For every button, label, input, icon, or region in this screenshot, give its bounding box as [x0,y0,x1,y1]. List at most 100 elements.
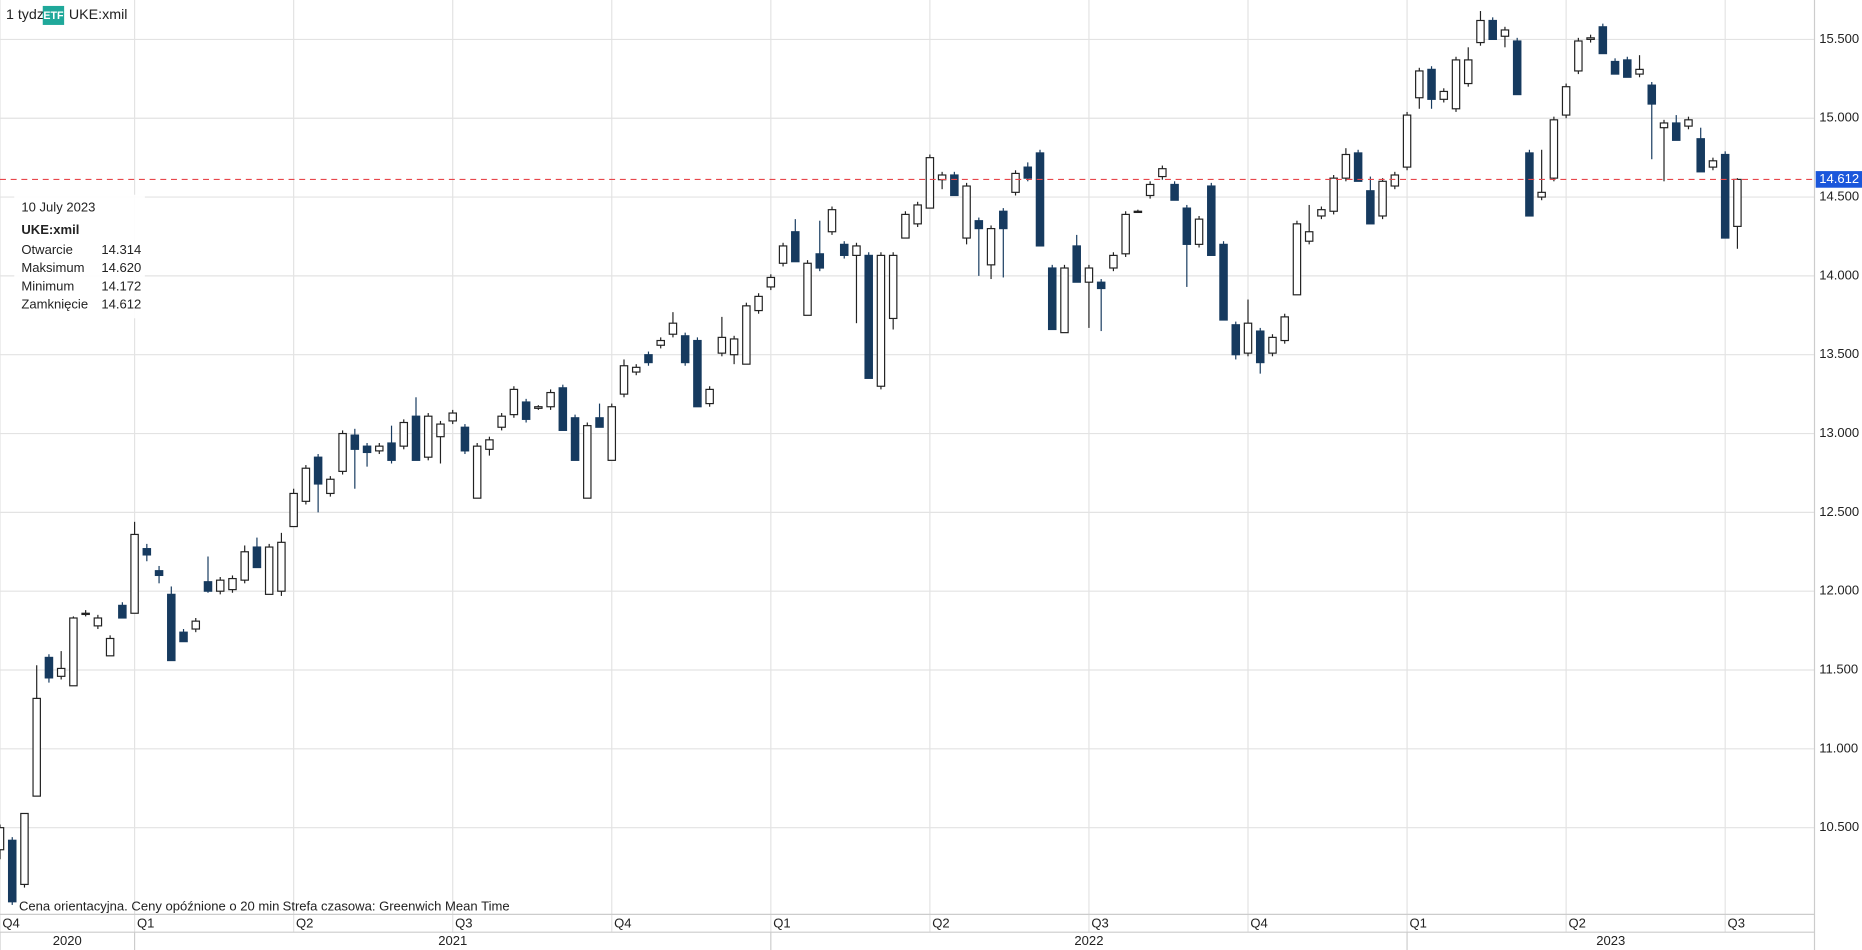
candle-body [1671,122,1681,141]
candle-body [7,839,17,903]
candle-body [962,185,971,239]
candle-body [1341,153,1351,179]
candle-body [326,478,335,495]
candle-body [1586,37,1595,41]
candle-body [387,442,396,461]
x-tick-label: Q2 [296,915,313,930]
tooltip-value: 14.620 [101,260,141,275]
candle-body [460,426,470,452]
candle-body [1268,336,1277,354]
header: 1 tydz ETF UKE:xmil [6,5,127,25]
year-label: 2023 [1596,933,1625,948]
x-tick-label: Q1 [137,915,154,930]
candle-body [656,339,665,346]
y-tick-label: 13.500 [1819,346,1859,361]
tooltip-value: 14.612 [101,297,141,312]
candle-body [558,387,568,431]
candle-body [986,228,996,266]
candle-body [1476,19,1485,44]
candle-body [1647,84,1657,105]
candle-body [1733,178,1742,227]
candle-body [1439,90,1449,100]
tooltip-label: Maksimum [21,260,84,275]
candle-body [215,579,225,592]
candle-body [803,262,812,316]
candle-body [1121,213,1130,255]
candle-body [1659,122,1669,129]
x-tick-label: Q2 [932,915,949,930]
footer-note: Cena orientacyjna. Ceny opóźnione o 20 m… [19,899,279,914]
candle-body [375,445,384,452]
candle-body [925,157,935,209]
candle-body [778,245,788,264]
tooltip-label: Minimum [21,278,74,293]
candle-body [974,220,984,230]
candle-body [448,412,457,422]
candle-body [20,812,29,886]
candle-body [1390,174,1400,187]
candle-body [1158,168,1167,178]
candle-body [754,295,763,312]
candle-body [1011,172,1020,193]
candle-body [167,593,176,662]
candle-body [264,546,274,595]
candle-body [130,533,139,614]
candle-body [1194,218,1204,245]
candle-body [1170,183,1179,201]
candle-body [570,417,580,461]
candle-body [399,421,409,447]
last-price-bg [1815,171,1862,188]
candle-body [362,445,372,454]
candle-body [1243,322,1253,354]
candle-body [1292,223,1302,296]
candle-body [1427,68,1436,100]
candle-body [411,415,421,461]
candle-body [1696,138,1705,173]
candle-body [313,456,323,485]
x-tick-label: Q4 [1250,915,1267,930]
candle-body [1084,267,1094,283]
candle-body [252,546,262,569]
candle-body [1684,119,1693,127]
candle-body [693,339,702,408]
year-label: 2020 [53,933,82,948]
candle-body [1072,245,1081,283]
candle-body [668,322,678,335]
candle-body [1023,166,1033,179]
candle-body [228,577,237,591]
candle-body [1500,29,1510,37]
candle-body [888,254,898,320]
footer: Cena orientacyjna. Ceny opóźnione o 20 m… [19,899,510,914]
y-tick-label: 11.000 [1819,740,1858,755]
candle-body [705,388,714,405]
candle-body [595,417,604,428]
tooltip-date: 10 July 2023 [21,199,95,214]
candle-body [1133,210,1143,214]
candle-body [240,551,249,581]
candle-body [154,570,164,577]
candle-body [1708,160,1718,168]
candle-body [277,541,286,592]
badge: ETF [43,10,64,22]
interval: 1 tydz [6,7,44,23]
y-tick-label: 12.500 [1819,504,1859,519]
y-tick-label: 15.500 [1819,31,1859,46]
candle-body [1280,316,1289,342]
candle-body [1145,183,1155,197]
candle-body [717,336,727,354]
candle-body [791,231,800,263]
x-tick-label: Q4 [614,915,631,930]
candle-body [619,365,629,395]
y-tick-label: 14.500 [1819,189,1859,204]
candle-body [191,620,201,630]
badge-bg [42,5,65,25]
candle-body [56,667,66,677]
tooltip: 10 July 2023 UKE:xmil Otwarcie 14.314 Maks… [14,194,145,319]
candle-body [350,434,360,450]
year-label: 2021 [438,933,467,948]
grid [0,0,1815,933]
candle-body [301,467,311,502]
candle-body [864,254,873,379]
